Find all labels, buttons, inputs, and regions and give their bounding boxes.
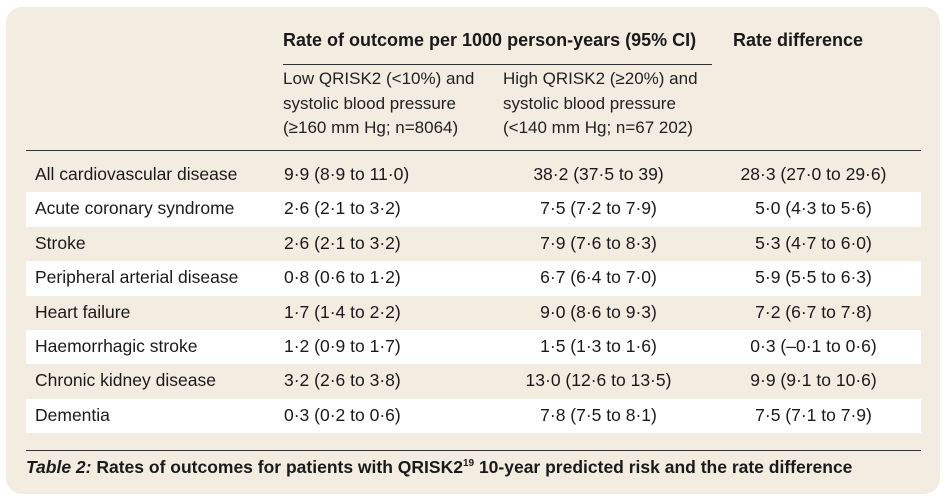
high-risk-rate: 6·7 (6·4 to 7·0)	[540, 267, 657, 288]
table-row: Haemorrhagic stroke 1·2 (0·9 to 1·7) 1·5…	[26, 329, 921, 365]
high-risk-rate: 1·5 (1·3 to 1·6)	[540, 335, 657, 356]
low-risk-column-header: Low QRISK2 (<10%) and systolic blood pre…	[283, 69, 475, 137]
caption-reference: 19	[462, 458, 475, 469]
rate-difference: 5·0 (4·3 to 5·6)	[755, 198, 872, 219]
outcome-name: Dementia	[35, 404, 110, 425]
table-row: Acute coronary syndrome 2·6 (2·1 to 3·2)…	[26, 192, 921, 227]
high-risk-column-header: High QRISK2 (≥20%) and systolic blood pr…	[503, 69, 698, 137]
caption-text-end: 10-year predicted risk and the rate diff…	[478, 457, 853, 477]
outcome-name: Peripheral arterial disease	[35, 267, 239, 288]
table-row: Chronic kidney disease 3·2 (2·6 to 3·8) …	[26, 364, 921, 398]
outcome-name: Stroke	[35, 232, 86, 253]
rate-difference: 5·3 (4·7 to 6·0)	[755, 232, 872, 253]
outcome-name: Heart failure	[35, 301, 131, 322]
low-risk-rate: 0·8 (0·6 to 1·2)	[284, 267, 401, 288]
high-risk-rate: 7·5 (7·2 to 7·9)	[540, 198, 657, 219]
table-panel: Rate of outcome per 1000 person-years (9…	[6, 7, 940, 494]
outcome-name: Haemorrhagic stroke	[35, 335, 198, 356]
table-caption: Table 2: Rates of outcomes for patients …	[26, 457, 921, 478]
rate-difference: 28·3 (27·0 to 29·6)	[740, 164, 887, 184]
rate-difference-header: Rate difference	[733, 30, 864, 50]
table-bottom-rule	[26, 450, 921, 451]
rate-difference: 7·5 (7·1 to 7·9)	[755, 404, 872, 425]
rate-difference: 0·3 (–0·1 to 0·6)	[750, 335, 877, 356]
high-risk-rate: 7·9 (7·6 to 8·3)	[540, 232, 657, 253]
outcome-name: All cardiovascular disease	[35, 164, 238, 184]
group-header: Rate of outcome per 1000 person-years (9…	[283, 30, 697, 50]
high-risk-rate: 7·8 (7·5 to 8·1)	[540, 404, 657, 425]
low-risk-rate: 9·9 (8·9 to 11·0)	[284, 164, 410, 184]
rate-difference: 9·9 (9·1 to 10·6)	[750, 370, 877, 391]
caption-label: Table 2:	[26, 457, 92, 477]
low-risk-rate: 3·2 (2·6 to 3·8)	[284, 370, 401, 391]
table-row: Peripheral arterial disease 0·8 (0·6 to …	[26, 261, 921, 296]
table-top-rule	[26, 150, 921, 151]
outcome-name: Chronic kidney disease	[35, 370, 216, 391]
low-risk-rate: 2·6 (2·1 to 3·2)	[284, 198, 401, 219]
header-divider	[283, 64, 712, 65]
high-risk-rate: 9·0 (8·6 to 9·3)	[540, 301, 657, 322]
low-risk-rate: 1·7 (1·4 to 2·2)	[284, 301, 401, 322]
table-row: Heart failure 1·7 (1·4 to 2·2) 9·0 (8·6 …	[26, 296, 921, 330]
caption-text: Rates of outcomes for patients with QRIS…	[96, 457, 463, 477]
rate-difference: 5·9 (5·5 to 6·3)	[755, 267, 872, 288]
low-risk-rate: 2·6 (2·1 to 3·2)	[284, 232, 401, 253]
low-risk-rate: 1·2 (0·9 to 1·7)	[284, 335, 401, 356]
table-body: All cardiovascular disease 9·9 (8·9 to 1…	[26, 158, 921, 434]
table-row: All cardiovascular disease 9·9 (8·9 to 1…	[26, 158, 921, 192]
table-row: Stroke 2·6 (2·1 to 3·2) 7·9 (7·6 to 8·3)…	[26, 227, 921, 261]
outcome-name: Acute coronary syndrome	[35, 198, 235, 219]
table-row: Dementia 0·3 (0·2 to 0·6) 7·8 (7·5 to 8·…	[26, 398, 921, 434]
low-risk-rate: 0·3 (0·2 to 0·6)	[284, 404, 401, 425]
high-risk-rate: 38·2 (37·5 to 39)	[533, 164, 664, 184]
rate-difference: 7·2 (6·7 to 7·8)	[755, 301, 872, 322]
high-risk-rate: 13·0 (12·6 to 13·5)	[525, 370, 672, 391]
